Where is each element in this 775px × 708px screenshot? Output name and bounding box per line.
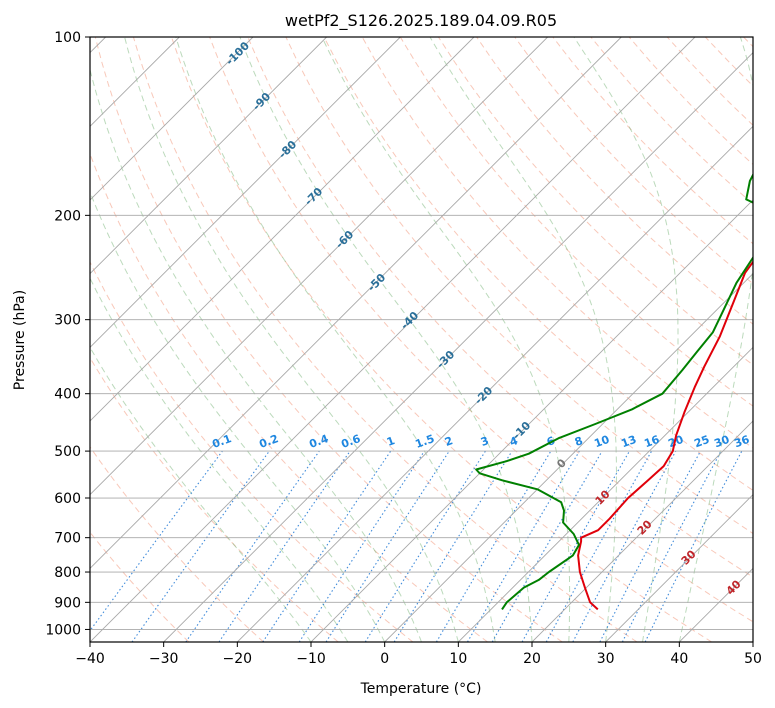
moist-adiabat-line — [678, 37, 753, 642]
moist-adiabat-line — [90, 67, 422, 642]
mixing-ratio-label: 13 — [619, 433, 638, 450]
mixing-ratio-line — [572, 450, 677, 642]
isotherm-line — [90, 37, 475, 422]
y-axis-label: Pressure (hPa) — [12, 290, 28, 390]
mixing-ratio-label: 0.6 — [339, 432, 362, 451]
mixing-ratio-label: 25 — [692, 433, 711, 450]
mixing-ratio-label: 36 — [732, 433, 751, 451]
mixing-ratio-line — [644, 450, 743, 642]
y-tick-label: 400 — [54, 387, 81, 403]
chart-title: wetPf2_S126.2025.189.04.09.R05 — [285, 11, 557, 31]
moist-adiabat-line — [429, 37, 617, 642]
mixing-ratio-label: 16 — [642, 433, 661, 451]
grid-lines — [90, 37, 753, 642]
x-tick-label: −30 — [149, 651, 179, 667]
moist-adiabat-line — [175, 37, 496, 642]
x-tick-label: 30 — [597, 651, 615, 667]
y-tick-label: 200 — [54, 208, 81, 224]
mixing-ratio-line — [131, 450, 270, 642]
y-tick-label: 500 — [54, 444, 81, 460]
x-axis: −40 −30 −20 −10 0 10 20 30 40 50 — [75, 642, 762, 667]
isotherm-line — [90, 37, 401, 348]
moist-adiabat-line — [239, 37, 533, 642]
isotherm-line — [310, 199, 753, 642]
isotherm-line — [163, 52, 753, 642]
dry-adiabat-line — [90, 356, 339, 642]
isotherm-line — [531, 420, 753, 642]
mixing-ratio-label: 0.4 — [307, 432, 330, 451]
x-tick-label: 0 — [380, 651, 389, 667]
mixing-ratio-label: 20 — [666, 433, 685, 451]
x-tick-label: −40 — [75, 651, 105, 667]
x-tick-label: −10 — [296, 651, 326, 667]
temperature-line — [577, 260, 753, 611]
x-tick-label: 10 — [449, 651, 467, 667]
y-tick-label: 100 — [54, 30, 81, 46]
mixing-ratio-line — [521, 450, 630, 642]
mixing-ratio-line — [393, 450, 513, 642]
isotherm-line — [384, 273, 753, 642]
dry-adiabat-line — [247, 37, 753, 578]
isotherm-line — [237, 125, 753, 642]
mixing-ratio-label: 3 — [479, 434, 491, 449]
isotherm-line — [458, 346, 753, 642]
dry-adiabat-line — [90, 260, 414, 642]
mixing-ratio-line — [218, 450, 351, 642]
background-lines — [90, 37, 753, 642]
mixing-ratio-label: 10 — [592, 433, 611, 451]
dry-adiabat-line — [285, 37, 753, 535]
mixing-ratio-line — [185, 450, 320, 642]
moist-adiabat-line — [321, 37, 571, 642]
dry-adiabat-line — [514, 37, 753, 285]
dry-adiabat-line — [476, 37, 753, 325]
y-tick-label: 300 — [54, 313, 81, 329]
isotherm-line — [90, 37, 548, 496]
isotherm-line — [90, 37, 254, 201]
y-axis: 100 200 300 400 500 600 700 800 900 1000 — [45, 30, 90, 638]
y-tick-label: 1000 — [45, 622, 81, 638]
profile-lines — [475, 172, 753, 611]
x-axis-label: Temperature (°C) — [360, 681, 482, 697]
x-tick-label: 50 — [744, 651, 762, 667]
mixing-ratio-line — [298, 450, 425, 642]
dry-adiabat-line — [132, 37, 638, 642]
dry-adiabat-line — [323, 37, 753, 491]
dewpoint-line — [475, 172, 753, 610]
moist-adiabat-line — [124, 37, 459, 642]
mixing-ratio-label: 0.1 — [210, 432, 233, 451]
y-tick-label: 900 — [54, 595, 81, 611]
x-tick-label: −20 — [223, 651, 253, 667]
mixing-ratio-line — [545, 450, 653, 642]
dry-adiabat-line — [209, 37, 753, 623]
x-tick-label: 40 — [670, 651, 688, 667]
isotherm-line — [605, 494, 753, 642]
mixing-ratio-line — [325, 450, 450, 642]
moist-adiabat-line — [90, 277, 349, 642]
y-tick-label: 700 — [54, 531, 81, 547]
mixing-ratio-label: 1 — [385, 434, 397, 449]
mixing-ratio-labels: 0.1 0.2 0.4 0.6 1 1.5 2 3 4 6 8 10 13 16 20 25 30 36 — [210, 432, 751, 451]
mixing-ratio-label: 2 — [443, 434, 455, 449]
y-tick-label: 600 — [54, 491, 81, 507]
dry-adiabat-line — [94, 37, 563, 642]
mixing-ratio-line — [262, 450, 392, 642]
x-tick-label: 20 — [523, 651, 541, 667]
y-tick-label: 800 — [54, 565, 81, 581]
mixing-ratio-label: 30 — [712, 433, 731, 451]
plot-frame — [89, 36, 754, 643]
isotherm-line — [90, 37, 622, 569]
mixing-ratio-label: 4 — [508, 434, 520, 449]
mixing-ratio-label: 0.2 — [257, 432, 280, 451]
mixing-ratio-label: 8 — [573, 434, 585, 449]
dry-adiabat-line — [171, 37, 712, 642]
isotherm-line — [90, 37, 696, 642]
moist-adiabat-line — [90, 190, 386, 642]
moist-adiabat-line — [573, 37, 679, 642]
dry-adiabat-line — [90, 446, 264, 642]
mixing-ratio-label: 1.5 — [413, 432, 436, 451]
mixing-ratio-line — [90, 450, 223, 632]
isotherm-line — [90, 37, 327, 275]
